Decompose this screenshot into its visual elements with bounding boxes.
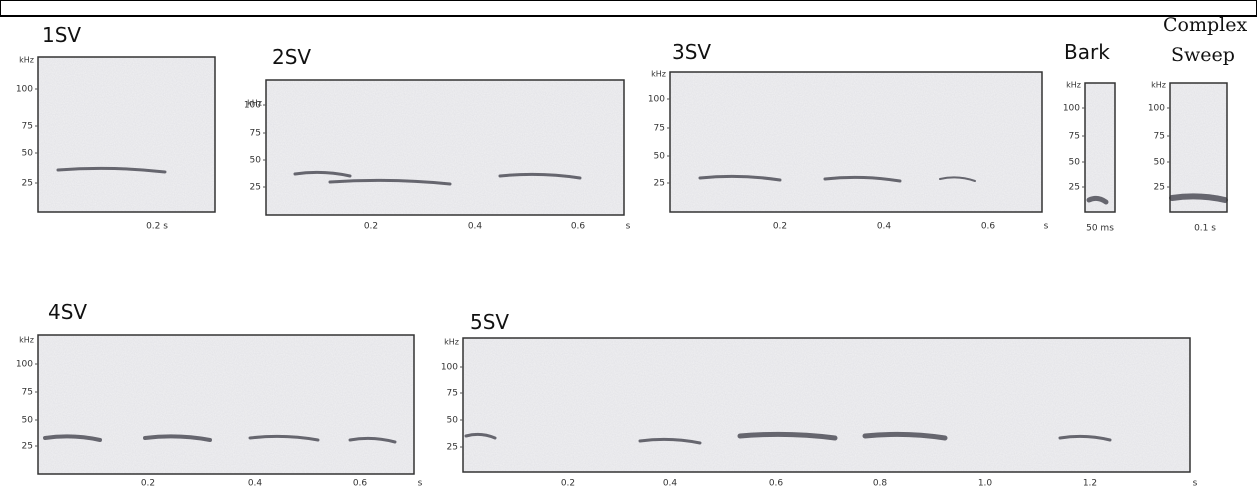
spectrogram-frame [265, 79, 625, 216]
x-tick-label: 0.2 [141, 479, 155, 487]
call-trace [862, 431, 948, 441]
x-tick-label: 0.6 [571, 222, 586, 232]
x-tick-label: 0.2 [364, 222, 378, 232]
panel-title: 1SV [42, 23, 82, 47]
y-unit-label: kHz [1151, 81, 1166, 90]
y-unit-label: kHz [247, 99, 262, 108]
y-tick-label: 100 [648, 95, 665, 105]
call-trace [1086, 195, 1109, 205]
x-tick-label: 0.4 [248, 479, 263, 487]
y-unit-label: kHz [651, 70, 666, 79]
panel-title: 4SV [48, 300, 88, 324]
spectrogram-noise [38, 57, 215, 212]
y-tick-label: 50 [1069, 158, 1081, 168]
y-tick-label: 100 [244, 101, 261, 111]
spectrogram-frame [1169, 82, 1228, 213]
y-tick-label: 75 [22, 388, 33, 398]
y-tick-label: 25 [22, 179, 33, 189]
x-tick-label: 1.0 [978, 479, 993, 487]
panel-title: 2SV [272, 45, 312, 69]
panel-title: 5SV [470, 310, 510, 334]
x-tick-label: 0.4 [877, 222, 892, 232]
spectrogram-noise [1170, 83, 1227, 212]
call-trace [143, 434, 212, 442]
y-tick-label: 50 [1154, 158, 1166, 168]
call-trace [698, 174, 782, 182]
panel-title: Complex Sweep [1163, 14, 1248, 66]
call-trace [1058, 434, 1112, 442]
y-tick-label: 75 [447, 389, 458, 399]
y-tick-label: 100 [1148, 104, 1165, 114]
y-tick-label: 25 [250, 183, 261, 193]
x-tick-label: 0.6 [981, 222, 996, 232]
y-tick-label: 75 [22, 122, 33, 132]
spectrogram-noise [38, 335, 414, 474]
x-tick-label: 1.2 [1083, 479, 1097, 487]
call-trace [43, 434, 102, 442]
y-unit-label: kHz [19, 336, 34, 345]
y-unit-label: kHz [1066, 81, 1081, 90]
spectrogram-frame [462, 337, 1191, 473]
x-tick-label: s [1193, 479, 1198, 487]
y-tick-label: 25 [1154, 183, 1165, 193]
x-tick-label: 0.2 [561, 479, 575, 487]
y-tick-label: 75 [654, 124, 665, 134]
call-trace [328, 178, 452, 186]
x-tick-label: 0.1 s [1194, 224, 1216, 234]
y-tick-label: 25 [447, 443, 458, 453]
call-trace [737, 431, 838, 441]
y-tick-label: 100 [1063, 104, 1080, 114]
x-tick-label: 0.8 [873, 479, 888, 487]
y-tick-label: 75 [1154, 132, 1165, 142]
y-tick-label: 100 [441, 363, 458, 373]
call-trace [823, 175, 902, 183]
x-tick-label: s [1044, 222, 1049, 232]
x-tick-label: 0.4 [663, 479, 678, 487]
top-strip [0, 0, 1257, 17]
call-trace [939, 176, 976, 182]
y-tick-label: 50 [447, 416, 459, 426]
x-tick-label: 0.2 [773, 222, 787, 232]
spectrogram-frame [1084, 82, 1116, 213]
x-tick-label: 50 ms [1086, 224, 1114, 234]
call-trace [348, 436, 397, 444]
y-unit-label: kHz [444, 338, 459, 347]
x-tick-label: 0.6 [769, 479, 784, 487]
y-tick-label: 50 [654, 152, 666, 162]
panel-title: 3SV [672, 40, 712, 64]
x-tick-label: 0.2 s [146, 222, 168, 232]
spectrogram-noise [266, 80, 624, 215]
spectrogram-frame [37, 334, 415, 475]
y-tick-label: 100 [16, 360, 33, 370]
spectrogram-noise [463, 338, 1190, 472]
x-tick-label: s [418, 479, 423, 487]
x-tick-label: 0.6 [353, 479, 368, 487]
x-tick-label: 0.4 [468, 222, 483, 232]
call-trace [248, 434, 320, 442]
y-tick-label: 25 [1069, 183, 1080, 193]
y-tick-label: 50 [250, 156, 262, 166]
y-tick-label: 50 [22, 149, 34, 159]
spectrogram-frame [37, 56, 216, 213]
spectrogram-noise [1085, 83, 1115, 212]
y-tick-label: 75 [250, 129, 261, 139]
y-tick-label: 25 [22, 442, 33, 452]
panel-title: Bark [1064, 40, 1110, 64]
y-unit-label: kHz [19, 56, 34, 65]
call-trace [464, 432, 497, 440]
y-tick-label: 25 [654, 179, 665, 189]
call-trace [498, 172, 582, 180]
y-tick-label: 100 [16, 85, 33, 95]
call-trace [638, 437, 702, 445]
call-trace [56, 166, 167, 174]
call-trace [293, 170, 352, 178]
call-trace [1169, 193, 1228, 203]
x-tick-label: s [626, 222, 631, 232]
y-tick-label: 75 [1069, 132, 1080, 142]
y-tick-label: 50 [22, 416, 34, 426]
spectrogram-noise [670, 72, 1042, 212]
spectrogram-frame [669, 71, 1043, 213]
